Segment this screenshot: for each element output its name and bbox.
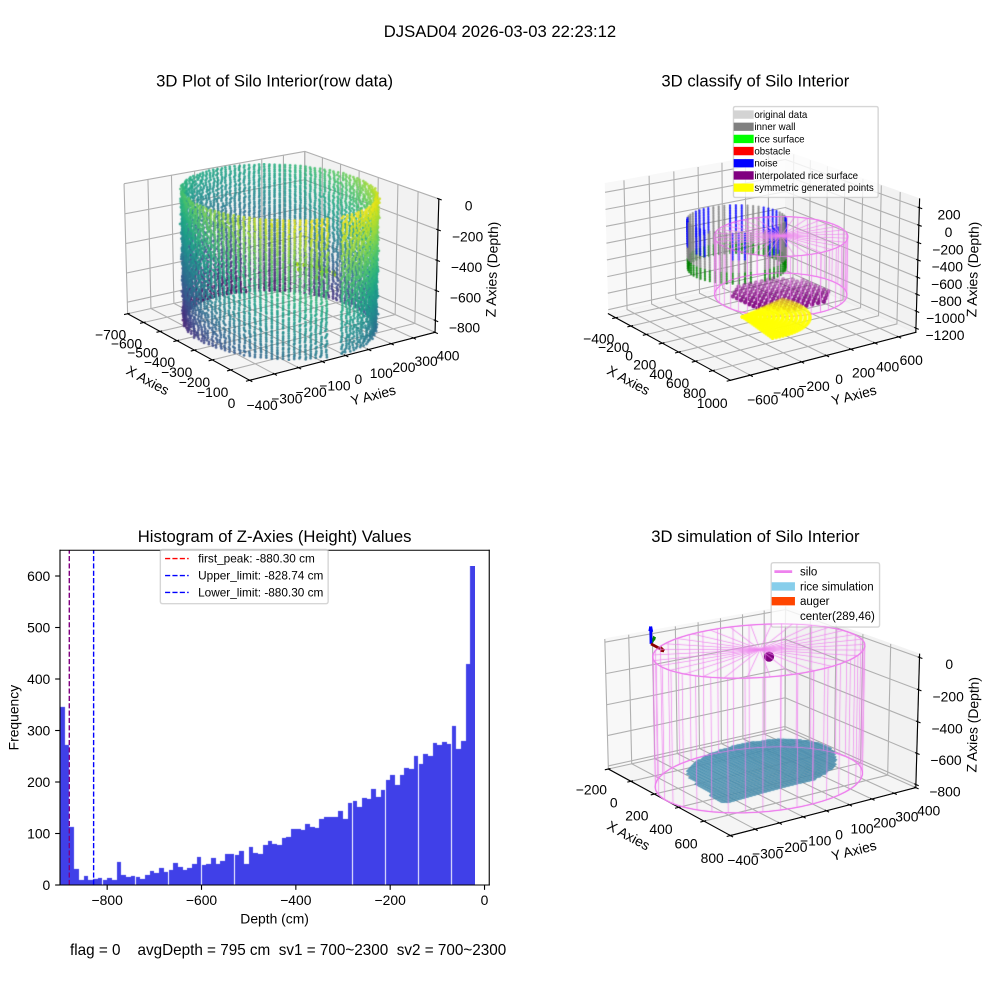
svg-text:400: 400 [649,821,672,837]
svg-text:interpolated rice surface: interpolated rice surface [754,171,858,182]
svg-text:0: 0 [228,395,236,411]
svg-text:Z Axies (Depth): Z Axies (Depth) [963,677,982,773]
svg-text:−200: −200 [933,688,965,704]
svg-text:200: 200 [852,365,875,381]
svg-text:3D Plot of Silo Interior(row d: 3D Plot of Silo Interior(row data) [156,72,393,91]
svg-text:200: 200 [873,814,896,830]
svg-text:100: 100 [850,820,873,836]
svg-text:−200: −200 [932,241,964,257]
svg-text:600: 600 [674,835,697,851]
svg-text:silo: silo [800,567,817,579]
svg-text:−600: −600 [930,752,962,768]
svg-text:0: 0 [945,224,953,240]
svg-text:−400: −400 [280,892,312,908]
svg-text:−200: −200 [576,782,608,798]
svg-text:200: 200 [937,206,960,222]
svg-text:−600: −600 [450,289,482,305]
svg-text:first_peak: -880.30 cm: first_peak: -880.30 cm [198,552,315,566]
svg-text:3D classify of Silo Interior: 3D classify of Silo Interior [661,72,849,91]
svg-text:0: 0 [43,877,51,893]
svg-text:Z Axies (Depth): Z Axies (Depth) [963,221,982,317]
svg-text:300: 300 [895,808,918,824]
svg-text:−400: −400 [931,720,963,736]
svg-text:200: 200 [392,359,415,375]
svg-text:−800: −800 [929,783,961,799]
svg-text:400: 400 [27,671,50,687]
svg-text:−100: −100 [800,833,832,849]
svg-text:DJSAD04 2026-03-03 22:23:12: DJSAD04 2026-03-03 22:23:12 [384,22,616,41]
svg-text:Z Axies (Depth): Z Axies (Depth) [483,221,502,317]
svg-text:auger: auger [800,596,830,608]
svg-text:0: 0 [835,827,843,843]
svg-text:−100: −100 [319,377,351,393]
svg-text:−800: −800 [449,319,481,335]
svg-text:−200: −200 [452,228,484,244]
svg-text:inner wall: inner wall [754,122,795,133]
svg-text:−100: −100 [197,384,229,400]
svg-text:−400: −400 [451,259,483,275]
svg-text:600: 600 [27,568,50,584]
svg-text:−600: −600 [931,276,963,292]
svg-text:original data: original data [754,110,808,121]
svg-text:0: 0 [625,348,633,364]
svg-text:400: 400 [876,358,899,374]
svg-text:−200: −200 [798,378,830,394]
svg-text:500: 500 [27,620,50,636]
svg-text:−400: −400 [932,259,964,275]
svg-text:−600: −600 [186,892,218,908]
svg-text:−800: −800 [92,892,124,908]
svg-text:3D simulation of Silo Interior: 3D simulation of Silo Interior [651,527,860,546]
svg-text:rice simulation: rice simulation [800,581,874,593]
svg-text:rice surface: rice surface [754,134,804,145]
svg-text:−1200: −1200 [926,327,965,343]
svg-text:100: 100 [27,826,50,842]
svg-text:Upper_limit: -828.74 cm: Upper_limit: -828.74 cm [198,569,323,583]
svg-text:200: 200 [27,774,50,790]
svg-text:obstacle: obstacle [754,146,790,157]
svg-text:0: 0 [945,656,953,672]
svg-text:0: 0 [354,371,362,387]
svg-text:300: 300 [27,723,50,739]
svg-text:Depth (cm): Depth (cm) [240,910,309,926]
svg-text:0: 0 [610,794,618,810]
svg-text:flag = 0 avgDepth = 795 cm: flag = 0 avgDepth = 795 cm sv1 = 700~230… [70,942,506,959]
svg-text:−800: −800 [931,293,963,309]
svg-text:Frequency: Frequency [6,685,22,751]
svg-text:800: 800 [701,850,724,866]
svg-text:400: 400 [917,803,940,819]
svg-text:1000: 1000 [697,395,728,411]
svg-text:Lower_limit: -880.30 cm: Lower_limit: -880.30 cm [198,586,323,600]
svg-text:0: 0 [481,892,489,908]
svg-text:0: 0 [465,197,473,213]
svg-text:noise: noise [754,159,777,170]
svg-text:−200: −200 [375,892,407,908]
svg-text:100: 100 [370,365,393,381]
svg-text:center(289,46): center(289,46) [800,611,875,623]
svg-text:600: 600 [900,352,923,368]
svg-text:400: 400 [436,347,459,363]
svg-text:symmetric generated points: symmetric generated points [754,183,874,194]
svg-text:−1000: −1000 [926,310,965,326]
svg-text:300: 300 [415,353,438,369]
svg-text:200: 200 [625,807,648,823]
svg-text:Histogram of Z-Axies (Height): Histogram of Z-Axies (Height) Values [138,527,412,546]
svg-text:0: 0 [835,371,843,387]
